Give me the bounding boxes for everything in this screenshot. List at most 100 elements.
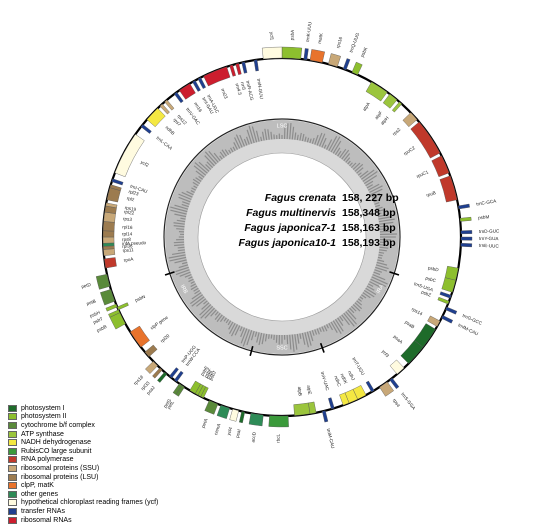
legend-label: RNA polymerase xyxy=(21,456,74,463)
gene-label: rps3 xyxy=(123,216,133,222)
legend-swatch xyxy=(8,431,17,438)
gene-rpoc2 xyxy=(411,122,440,158)
legend-label: ribosomal RNAs xyxy=(21,517,72,524)
gene-psai xyxy=(239,411,245,422)
legend-label: RubisCO large subunit xyxy=(21,448,91,455)
gene-label: psbA xyxy=(290,29,296,41)
gc-bar xyxy=(174,242,184,243)
gene-trnfm-cau xyxy=(441,315,452,323)
legend-item: ribosomal RNAs xyxy=(8,516,158,524)
gc-bar xyxy=(297,135,298,140)
gc-bar xyxy=(178,247,185,248)
gene-label: trnN-GUU xyxy=(256,78,264,99)
gene-trng-gcc xyxy=(446,307,457,314)
region-label-ssc: SSC xyxy=(276,345,287,351)
species-name: Fagus japonica7-1 xyxy=(210,222,336,234)
legend-label: other genes xyxy=(21,491,58,498)
legend-item: clpP, matK xyxy=(8,481,158,490)
legend-item: NADH dehydrogenase xyxy=(8,438,158,447)
legend-item: cytochrome b/f complex xyxy=(8,421,158,430)
gene-label: trnL-CAA xyxy=(155,135,174,151)
legend-swatch xyxy=(8,439,17,446)
gene-trnn-guu xyxy=(254,60,259,71)
species-name: Fagus multinervis xyxy=(210,207,336,219)
gene-rpl16 xyxy=(103,221,115,231)
legend-label: ribosomal proteins (SSU) xyxy=(21,465,99,472)
gene-label: rpl2 xyxy=(126,196,135,203)
gene-psbk xyxy=(352,62,362,75)
gene-trni-cau xyxy=(112,179,123,185)
legend-label: ribosomal proteins (LSU) xyxy=(21,474,98,481)
gene-label: ycf3 xyxy=(381,349,391,359)
gene-rpoa xyxy=(104,257,116,268)
gc-bar xyxy=(176,229,184,230)
gc-bar xyxy=(378,257,382,258)
gene-trnq-uug xyxy=(343,58,350,69)
legend-swatch xyxy=(8,508,17,515)
gene-accd xyxy=(249,413,263,426)
gene-label: rbcL xyxy=(276,433,281,442)
region-label-lsc: LSC xyxy=(277,123,288,129)
gene-atpb xyxy=(294,403,310,416)
gene-label: petA xyxy=(200,417,209,429)
legend-item: RNA polymerase xyxy=(8,456,158,465)
gene-rpl14 xyxy=(103,231,114,237)
gene-label: psbC xyxy=(425,275,437,283)
species-name: Fagus japonica10-1 xyxy=(210,237,336,249)
gene-ycf3 xyxy=(390,360,404,374)
gene-atpa xyxy=(366,82,387,101)
gene-rps11 xyxy=(103,249,114,256)
gene-label: trnK-UUU xyxy=(305,22,313,42)
legend-swatch xyxy=(8,499,17,506)
gene-label: petD xyxy=(81,282,92,289)
legend-swatch xyxy=(8,422,17,429)
gene-rps8 xyxy=(103,237,114,243)
gene-label: atpE xyxy=(306,385,313,395)
legend-swatch xyxy=(8,448,17,455)
genome-size: 158,193 bp xyxy=(342,237,396,249)
gene-label: trnV-UAC xyxy=(320,371,330,392)
legend-swatch xyxy=(8,465,17,472)
gene-psbn xyxy=(117,303,128,310)
legend-item: photosystem II xyxy=(8,413,158,422)
gc-bar xyxy=(378,255,382,256)
gene-label: psbD xyxy=(428,265,440,272)
gene-rps16 xyxy=(328,53,340,66)
gene-rrn4-5 xyxy=(230,65,236,76)
gene-psbz xyxy=(438,297,449,304)
gene-matk xyxy=(310,49,325,62)
gene-label: ndhJ xyxy=(347,370,356,381)
gene-label: psbT xyxy=(92,316,104,325)
legend-item: RubisCO large subunit xyxy=(8,447,158,456)
gene-psba xyxy=(282,47,302,59)
gene-ndhb xyxy=(147,108,165,127)
legend-label: NADH dehydrogenase xyxy=(21,439,91,446)
gene-rpob xyxy=(440,176,457,202)
gene-label: petB xyxy=(86,299,97,307)
gene-trnk-uuu xyxy=(304,48,309,59)
gc-bar xyxy=(271,132,272,140)
gene-label: psbK xyxy=(360,45,369,57)
gene-label: rps8 xyxy=(122,237,131,242)
gene-label: accD xyxy=(250,431,257,443)
gene-label: rps14 xyxy=(411,307,424,317)
gene-label: trnS-GGA xyxy=(400,392,417,412)
gene-label: rpl14 xyxy=(122,231,133,236)
legend-label: photosystem I xyxy=(21,405,65,412)
gene-trnl-caa xyxy=(141,124,151,133)
gene-rps3 xyxy=(104,212,116,222)
gene-rrn16 xyxy=(179,84,195,100)
gene-label: rrn16 xyxy=(193,101,203,113)
gene-psbh xyxy=(106,304,117,311)
gene-label: ycf2 xyxy=(140,159,150,168)
legend-item: ribosomal proteins (SSU) xyxy=(8,464,158,473)
gene-trna-ugc xyxy=(198,78,206,89)
gene-rbcl xyxy=(269,416,289,427)
legend-swatch xyxy=(8,517,17,524)
gene-label: trnD-GUC xyxy=(479,229,500,235)
gene-label: psaA xyxy=(393,334,405,345)
gene-trne-uuc xyxy=(461,243,472,247)
legend-item: photosystem I xyxy=(8,404,158,413)
